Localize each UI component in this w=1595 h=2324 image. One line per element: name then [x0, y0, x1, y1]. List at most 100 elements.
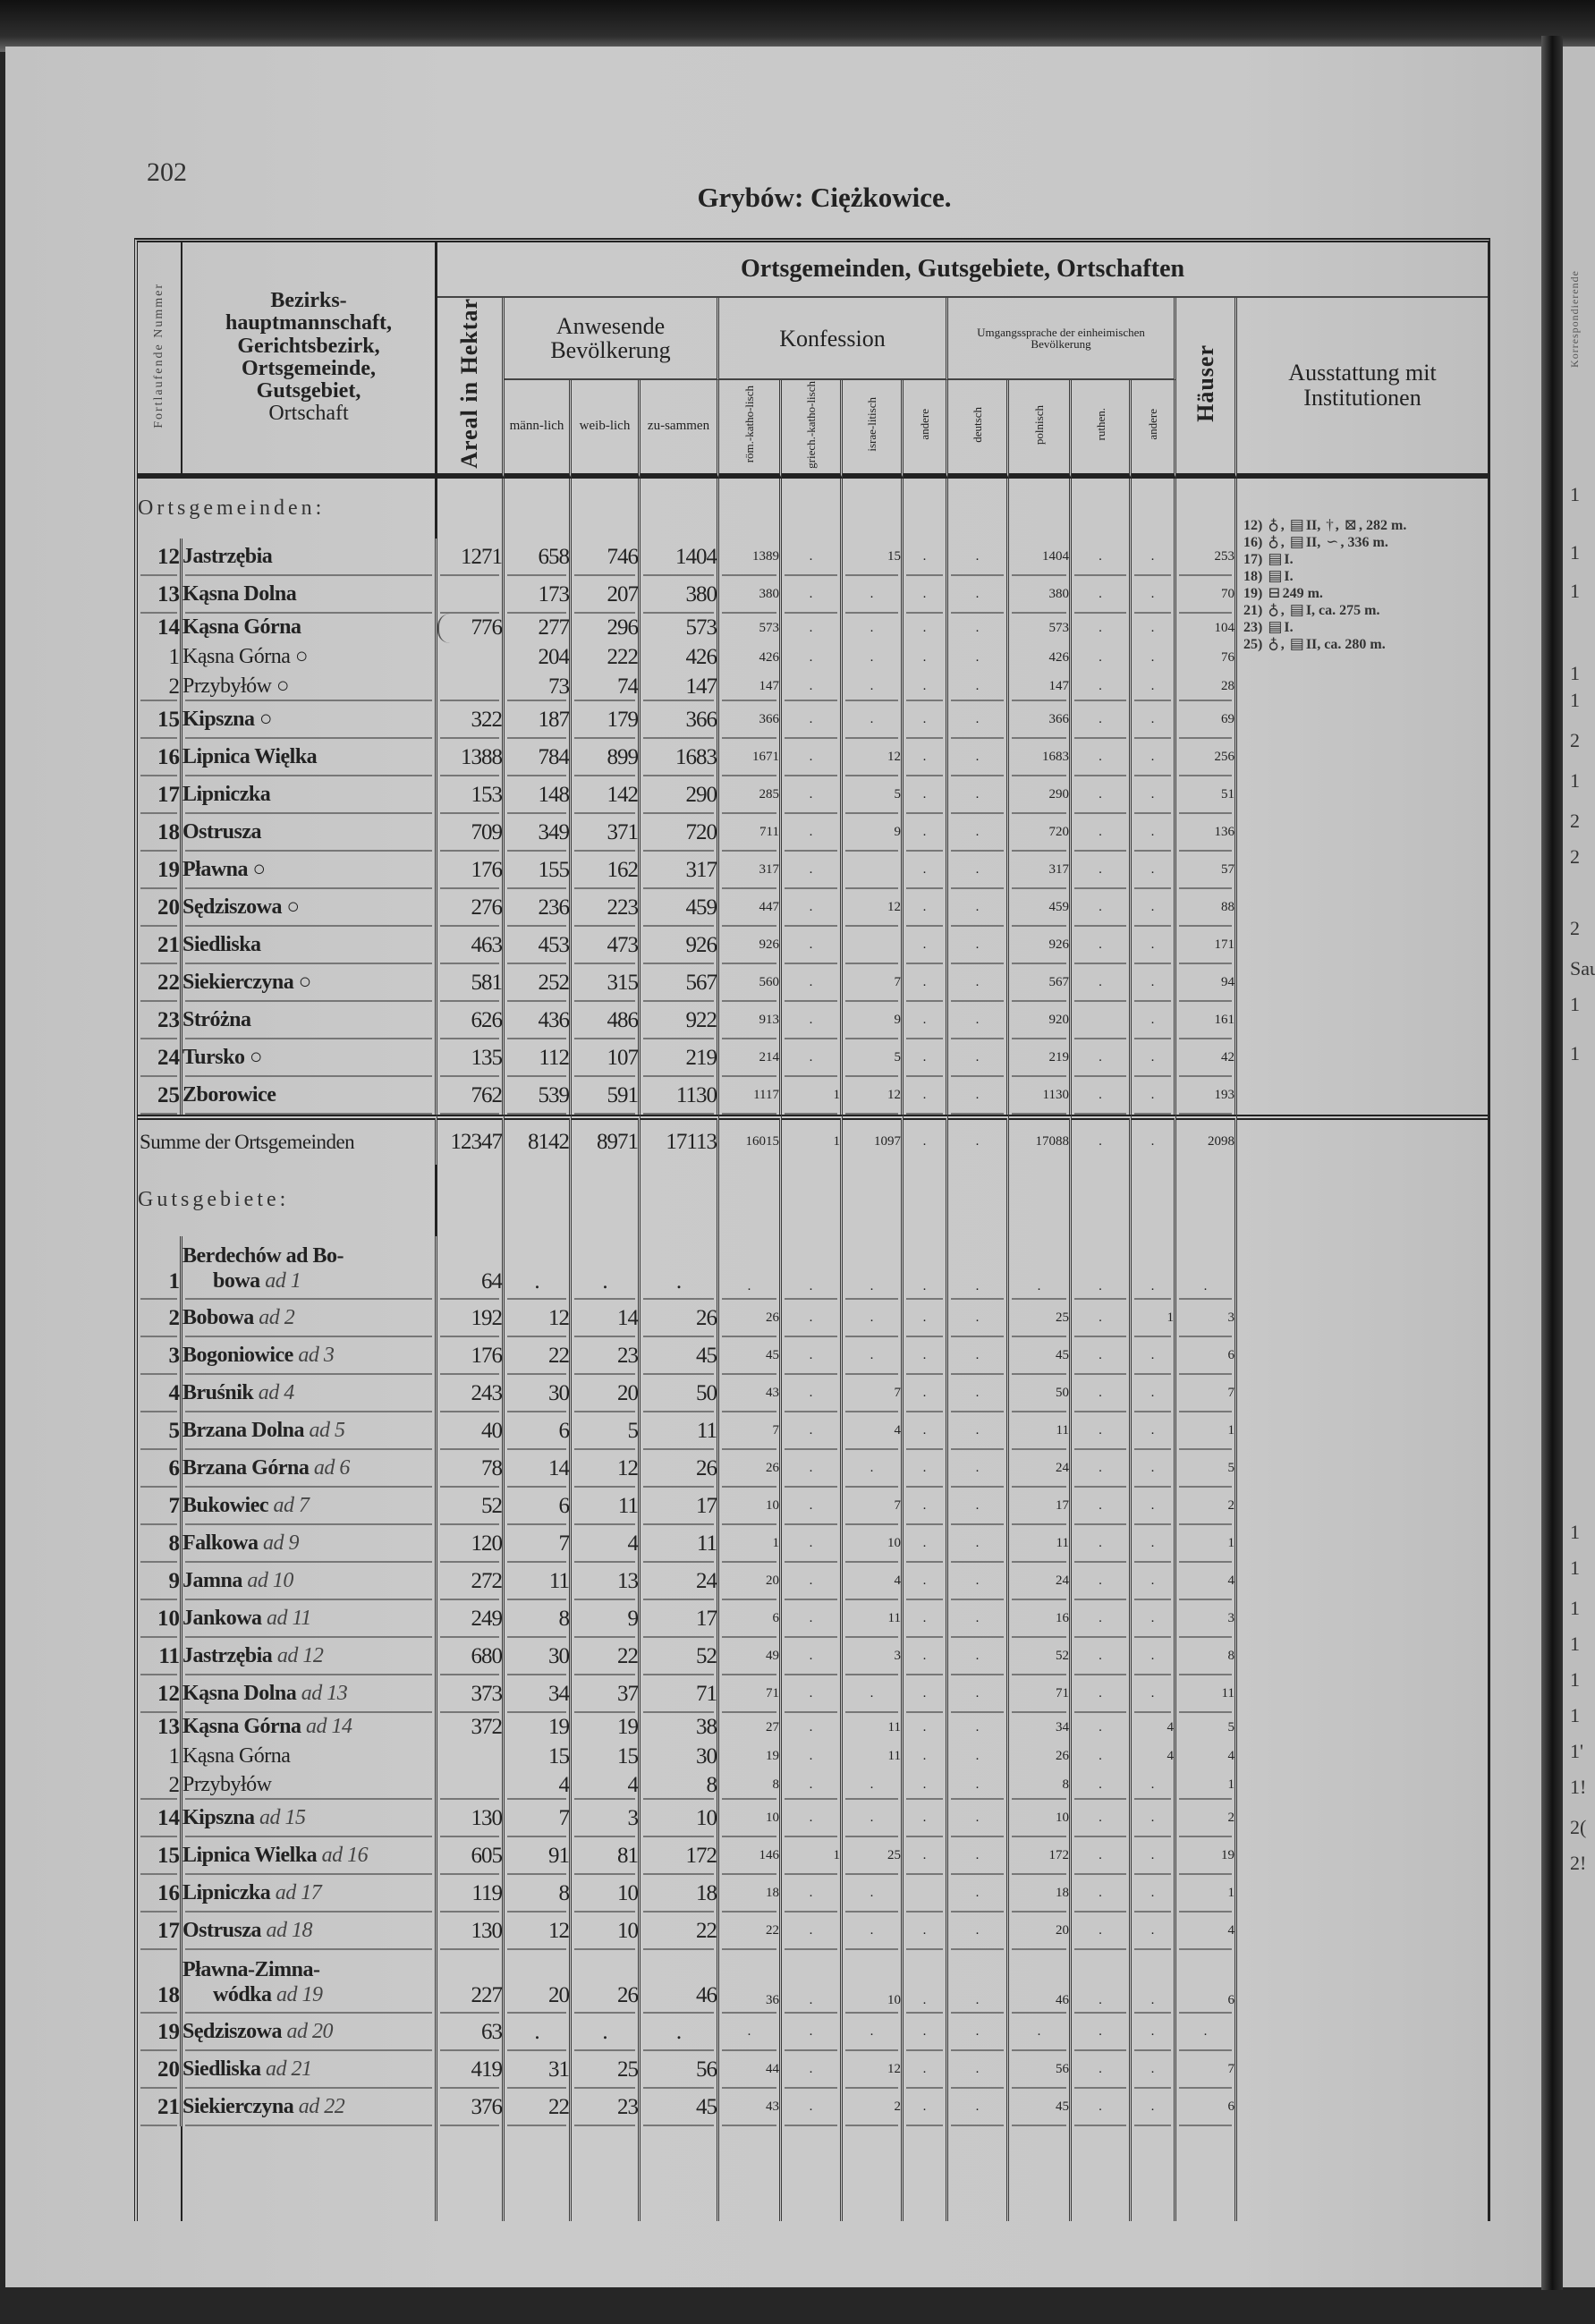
cell-andere-konfession: . — [904, 1770, 948, 1800]
header-name-line: Gutsgebiet, — [256, 378, 361, 403]
place-name-text: Lipnica Wielka — [182, 1843, 322, 1867]
place-name: Stróżna — [182, 1001, 437, 1039]
note-text: , — [1280, 518, 1288, 533]
cell-israel: . — [843, 1799, 904, 1837]
cell-deutsch: . — [948, 1487, 1009, 1525]
place-name-text: Tursko ○ — [182, 1045, 263, 1069]
cell-andere-konfession: . — [904, 1562, 948, 1600]
cell-areal — [437, 1770, 505, 1800]
filler-row — [138, 2125, 1488, 2221]
cell-zusammen: 366 — [641, 700, 719, 739]
table-row: 16 Lipnica Więlka 1388 784 899 1683 1671. 12..… — [138, 738, 1488, 776]
cell-griech-kath: . — [782, 575, 843, 614]
summary-zusammen: 17113 — [641, 1114, 719, 1165]
header-griech-kath: griech.-katho-lisch — [782, 380, 843, 479]
place-name: Lipniczka — [182, 776, 437, 814]
cell-israel: 12 — [843, 888, 904, 927]
cell-deutsch: . — [948, 1449, 1009, 1488]
header-maennlich: männ-lich — [505, 380, 572, 479]
empty-cell — [1132, 2125, 1176, 2221]
cell-roem-kath: . — [719, 1235, 782, 1300]
table-row: 19 Sędziszowa ad 20 63............ — [138, 2013, 1488, 2051]
cell-polnisch: 459 — [1009, 888, 1072, 927]
summary-areal: 12347 — [437, 1114, 505, 1165]
cell-andere-sprache: . — [1132, 776, 1176, 814]
ad-reference: ad 2 — [259, 1305, 295, 1329]
cell-haeuser: 76 — [1176, 642, 1237, 673]
summary-haeuser: 2098 — [1176, 1114, 1237, 1165]
cell-areal: 372 — [437, 1712, 505, 1743]
place-name-text: Pławna ○ — [182, 857, 266, 881]
place-name: Ostrusza — [182, 813, 437, 852]
row-number: 12 — [138, 1675, 182, 1713]
cell-areal: 709 — [437, 813, 505, 852]
cell-israel: 11 — [843, 1599, 904, 1638]
empty-cell — [505, 478, 572, 539]
note-text: II, — [1305, 535, 1325, 550]
cell-roem-kath: . — [719, 2013, 782, 2051]
place-name-text: Przybyłów — [182, 1772, 272, 1796]
cell-ausstattung — [1237, 1950, 1488, 2014]
cell-haeuser: 171 — [1176, 926, 1237, 964]
cell-andere-sprache: . — [1132, 1770, 1176, 1800]
ad-reference: ad 5 — [309, 1418, 346, 1442]
place-name: Brzana Dolna ad 5 — [182, 1412, 437, 1450]
cell-andere-sprache: . — [1132, 813, 1176, 852]
cell-haeuser: 4 — [1176, 1562, 1237, 1600]
empty-cell — [782, 2125, 843, 2221]
cell-griech-kath: . — [782, 613, 843, 643]
cell-ausstattung — [1237, 1638, 1488, 1675]
cell-deutsch: . — [948, 1912, 1009, 1950]
cell-haeuser: 4 — [1176, 1742, 1237, 1771]
cell-ruthen: . — [1072, 1299, 1132, 1337]
cell-weiblich: 14 — [572, 1299, 641, 1337]
summary-andere-konfession: . — [904, 1114, 948, 1165]
cell-deutsch: . — [948, 1874, 1009, 1913]
empty-cell — [1009, 1164, 1072, 1236]
empty-cell — [1072, 2125, 1132, 2221]
header-deutsch: deutsch — [948, 380, 1009, 479]
ad-reference: ad 7 — [273, 1493, 310, 1517]
cell-weiblich: 473 — [572, 926, 641, 964]
cell-maennlich: 539 — [505, 1076, 572, 1115]
cell-maennlich: 30 — [505, 1637, 572, 1675]
empty-cell — [1237, 2126, 1488, 2221]
place-name: Pławna ○ — [182, 851, 437, 889]
cell-griech-kath: . — [782, 1487, 843, 1525]
cell-polnisch: 1683 — [1009, 738, 1072, 776]
cell-andere-sprache: . — [1132, 851, 1176, 889]
cell-haeuser: 57 — [1176, 851, 1237, 889]
table-row: 12 Jastrzębia 1271 658 746 1404 1389. 15.. 1404… — [138, 538, 1488, 576]
cell-weiblich: 223 — [572, 888, 641, 927]
cell-polnisch: 920 — [1009, 1001, 1072, 1039]
cell-andere-sprache: . — [1132, 1449, 1176, 1488]
table-row: 13 Kąsna Górna ad 14 372 19 19 38 27. 11.. 34. 4 5 — [138, 1712, 1488, 1743]
ausstattung-note: 19) ⊟ 249 m. — [1243, 585, 1406, 602]
cell-haeuser: 193 — [1176, 1076, 1237, 1115]
cell-zusammen: 219 — [641, 1039, 719, 1077]
place-name: Pławna-Zimna-wódka ad 19 — [182, 1949, 437, 2014]
cell-andere-sprache: . — [1132, 1836, 1176, 1875]
place-name: Jastrzębia ad 12 — [182, 1637, 437, 1675]
school-icon: ▤ — [1289, 601, 1304, 618]
row-number: 19 — [138, 2013, 182, 2051]
cell-maennlich: 4 — [505, 1770, 572, 1800]
cell-ruthen: . — [1072, 1235, 1132, 1300]
ad-reference: ad 15 — [259, 1805, 306, 1829]
cell-haeuser: 6 — [1176, 1949, 1237, 2014]
cell-polnisch: 172 — [1009, 1836, 1072, 1875]
cell-polnisch: 366 — [1009, 700, 1072, 739]
church-icon: ♁ — [1268, 601, 1279, 618]
note-ref: 16) — [1243, 535, 1267, 550]
cell-ruthen: . — [1072, 1449, 1132, 1488]
cell-weiblich: 591 — [572, 1076, 641, 1115]
summary-label: Summe der Ortsgemeinden — [138, 1114, 437, 1165]
cell-griech-kath: . — [782, 1001, 843, 1039]
cell-deutsch: . — [948, 1770, 1009, 1800]
cell-andere-konfession: . — [904, 2050, 948, 2089]
empty-cell — [948, 1164, 1009, 1236]
cell-polnisch: 34 — [1009, 1712, 1072, 1743]
cell-griech-kath: . — [782, 738, 843, 776]
cell-roem-kath: 147 — [719, 672, 782, 701]
cell-haeuser: 1 — [1176, 1770, 1237, 1800]
